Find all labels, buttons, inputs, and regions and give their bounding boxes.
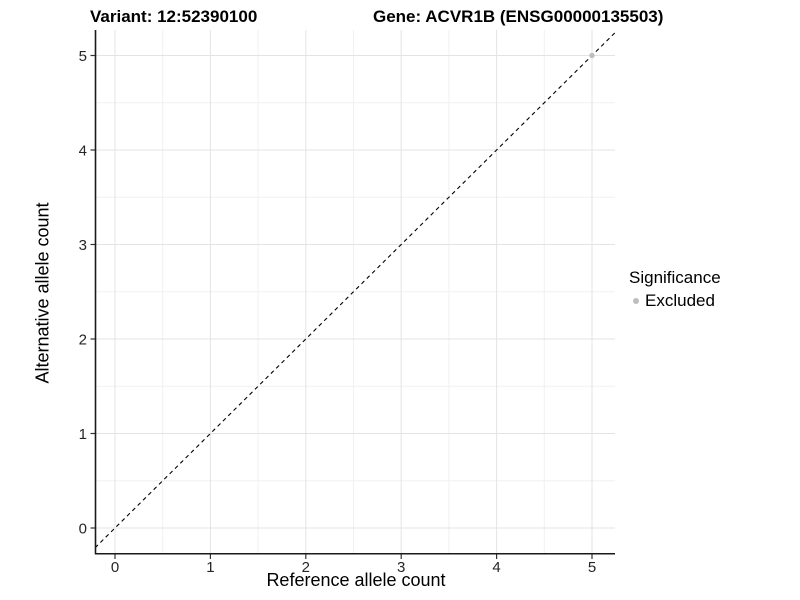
- y-tick-label: 1: [79, 426, 87, 443]
- x-tick-label: 2: [302, 559, 310, 576]
- y-tick-label: 4: [79, 143, 87, 160]
- legend-key-dot-icon: [633, 298, 639, 304]
- y-axis-title: Alternative allele count: [32, 202, 53, 384]
- plot-title-gene: Gene: ACVR1B (ENSG00000135503): [373, 7, 664, 26]
- data-point: [589, 52, 595, 59]
- x-tick-label: 0: [111, 559, 119, 576]
- legend: Significance Excluded: [627, 268, 721, 311]
- x-tick-label: 3: [397, 559, 405, 576]
- x-axis-title: Reference allele count: [266, 570, 446, 590]
- x-tick-label: 4: [492, 559, 500, 576]
- identity-reference-line: [96, 31, 615, 548]
- y-tick-label: 2: [79, 332, 87, 349]
- x-tick-label: 1: [206, 559, 214, 576]
- legend-title: Significance: [629, 268, 721, 287]
- legend-item-excluded: Excluded: [627, 291, 721, 311]
- y-tick-label: 0: [79, 521, 87, 538]
- plot-title-variant: Variant: 12:52390100: [90, 7, 258, 26]
- y-tick-label: 3: [79, 237, 87, 254]
- x-tick-label: 5: [588, 559, 596, 576]
- y-tick-label: 5: [79, 48, 87, 65]
- legend-item-label: Excluded: [645, 291, 715, 310]
